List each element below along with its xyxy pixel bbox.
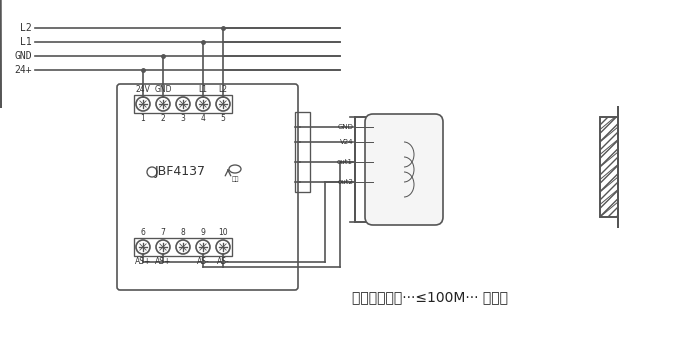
Text: 9: 9 — [201, 228, 205, 237]
Bar — [134, 95, 232, 113]
Bar — [600, 117, 618, 217]
Bar — [134, 238, 232, 256]
Text: 10: 10 — [218, 228, 228, 237]
Bar — [600, 117, 618, 217]
Text: L2: L2 — [20, 23, 32, 33]
Text: V24: V24 — [340, 139, 353, 145]
Text: GND: GND — [15, 51, 32, 61]
Text: AS+: AS+ — [155, 257, 172, 266]
Text: 1: 1 — [141, 114, 146, 123]
Text: 24+: 24+ — [15, 65, 32, 75]
Text: AS+: AS+ — [135, 257, 151, 266]
Text: AS-: AS- — [197, 257, 209, 266]
Text: 7: 7 — [160, 228, 165, 237]
Text: 4: 4 — [201, 114, 205, 123]
Bar — [355, 117, 373, 222]
Text: 3: 3 — [181, 114, 186, 123]
Text: 6: 6 — [141, 228, 146, 237]
Text: 24V: 24V — [136, 85, 150, 94]
Text: out1: out1 — [337, 159, 353, 165]
Text: GND: GND — [154, 85, 172, 94]
Text: L1: L1 — [199, 85, 207, 94]
Text: 8: 8 — [181, 228, 186, 237]
FancyBboxPatch shape — [365, 114, 443, 225]
Text: L2: L2 — [218, 85, 228, 94]
Text: L1: L1 — [20, 37, 32, 47]
Text: AS-: AS- — [216, 257, 230, 266]
Text: out2: out2 — [337, 179, 353, 185]
FancyBboxPatch shape — [117, 84, 298, 290]
Text: GND: GND — [337, 124, 353, 130]
Text: 5: 5 — [220, 114, 225, 123]
Text: 发射、接收器···≤100M··· 反光板: 发射、接收器···≤100M··· 反光板 — [352, 290, 508, 304]
Text: 复装: 复装 — [231, 176, 239, 182]
Text: 2: 2 — [160, 114, 165, 123]
Bar — [295, 112, 310, 192]
Text: JBF4137: JBF4137 — [155, 165, 206, 179]
